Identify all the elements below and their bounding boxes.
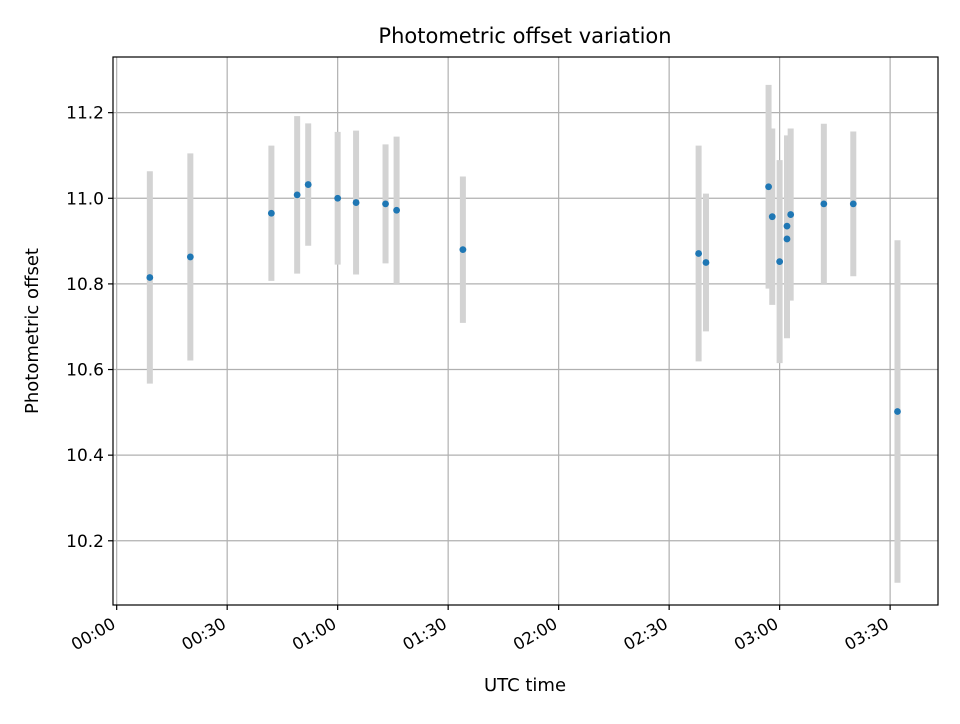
grid [113,57,938,605]
data-point [820,200,828,208]
data-point [776,258,784,266]
data-point [787,211,795,218]
data-point [334,194,342,202]
data-point [702,259,710,266]
x-tick-label: 00:30 [178,614,229,654]
data-point [393,206,400,214]
data-point [186,253,194,261]
data-point [783,222,791,230]
error-bars [146,84,901,583]
plot-frame [112,56,939,606]
y-tick-label: 10.4 [66,446,104,466]
data-points [146,181,901,415]
x-axis-label: UTC time [484,675,566,696]
y-tick-label: 11.2 [66,104,104,124]
x-tick-label: 03:00 [731,614,782,654]
x-tick-label: 01:30 [399,614,450,654]
data-point [783,235,791,243]
x-tick-label: 00:00 [68,614,119,654]
data-point [382,200,389,208]
data-point [459,246,467,254]
x-tick-label: 01:00 [289,614,340,654]
data-point [695,250,703,257]
x-tick-label: 02:30 [620,614,671,654]
x-axis-ticks: 00:00 00:30 01:00 01:30 02:00 02:30 03:00 03:30 [68,605,892,654]
data-point [894,408,901,415]
y-tick-label: 10.6 [66,361,104,381]
data-point [293,191,301,199]
y-axis-label: Photometric offset [22,248,43,414]
data-point [352,199,360,206]
data-point [768,213,776,221]
data-point [304,181,312,188]
y-axis-ticks: 10.2 10.4 10.6 10.8 11.0 11.2 [66,104,113,552]
data-point [765,183,772,191]
x-tick-label: 03:30 [841,614,892,654]
x-tick-label: 02:00 [510,614,561,654]
y-tick-label: 10.2 [66,532,104,552]
data-point [267,209,275,217]
data-point [146,274,154,281]
data-point [849,200,857,208]
y-tick-label: 10.8 [66,275,104,295]
y-tick-label: 11.0 [66,189,104,209]
chart-title: Photometric offset variation [378,24,671,48]
